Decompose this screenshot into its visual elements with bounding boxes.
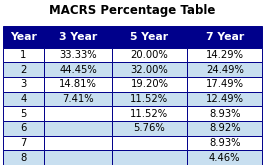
Bar [187,136,262,150]
Bar [44,136,112,150]
Bar [112,26,187,48]
Bar [3,136,44,150]
Bar [112,106,187,121]
Text: 14.81%: 14.81% [59,80,97,89]
Text: 6: 6 [20,123,27,133]
Text: 11.52%: 11.52% [130,94,169,104]
Bar [44,106,112,121]
Bar [112,48,187,63]
Bar [187,63,262,77]
Bar [44,150,112,165]
Text: 3 Year: 3 Year [59,32,97,42]
Bar [112,136,187,150]
Text: 7: 7 [20,138,27,148]
Bar [112,121,187,136]
Text: 17.49%: 17.49% [206,80,244,89]
Text: 8.92%: 8.92% [209,123,241,133]
Text: 5.76%: 5.76% [134,123,165,133]
Text: 4: 4 [20,94,27,104]
Text: 4.46%: 4.46% [209,153,240,163]
Text: 5: 5 [20,109,27,119]
Text: 24.49%: 24.49% [206,65,244,75]
Bar [44,48,112,63]
Bar [187,77,262,92]
Bar [3,48,44,63]
Bar [3,77,44,92]
Bar [112,92,187,106]
Bar [3,26,44,48]
Text: 8: 8 [20,153,27,163]
Text: 12.49%: 12.49% [206,94,244,104]
Text: MACRS Percentage Table: MACRS Percentage Table [49,4,216,17]
Bar [3,150,44,165]
Bar [44,121,112,136]
Text: 44.45%: 44.45% [59,65,97,75]
Bar [44,92,112,106]
Text: 8.93%: 8.93% [209,138,240,148]
Bar [3,121,44,136]
Text: 14.29%: 14.29% [206,50,244,60]
Text: 3: 3 [20,80,27,89]
Bar [3,92,44,106]
Bar [112,77,187,92]
Bar [3,63,44,77]
Text: 33.33%: 33.33% [59,50,97,60]
Bar [187,26,262,48]
Bar [44,77,112,92]
Bar [187,106,262,121]
Bar [112,150,187,165]
Bar [112,63,187,77]
Text: 11.52%: 11.52% [130,109,169,119]
Bar [44,26,112,48]
Text: 1: 1 [20,50,27,60]
Bar [44,63,112,77]
Bar [187,92,262,106]
Text: 20.00%: 20.00% [130,50,168,60]
Bar [3,106,44,121]
Bar [187,48,262,63]
Text: 5 Year: 5 Year [130,32,169,42]
Text: 7.41%: 7.41% [62,94,94,104]
Bar [187,121,262,136]
Bar [187,150,262,165]
Text: Year: Year [10,32,37,42]
Text: 2: 2 [20,65,27,75]
Text: 19.20%: 19.20% [130,80,168,89]
Text: 32.00%: 32.00% [130,65,168,75]
Text: 7 Year: 7 Year [206,32,244,42]
Text: 8.93%: 8.93% [209,109,240,119]
